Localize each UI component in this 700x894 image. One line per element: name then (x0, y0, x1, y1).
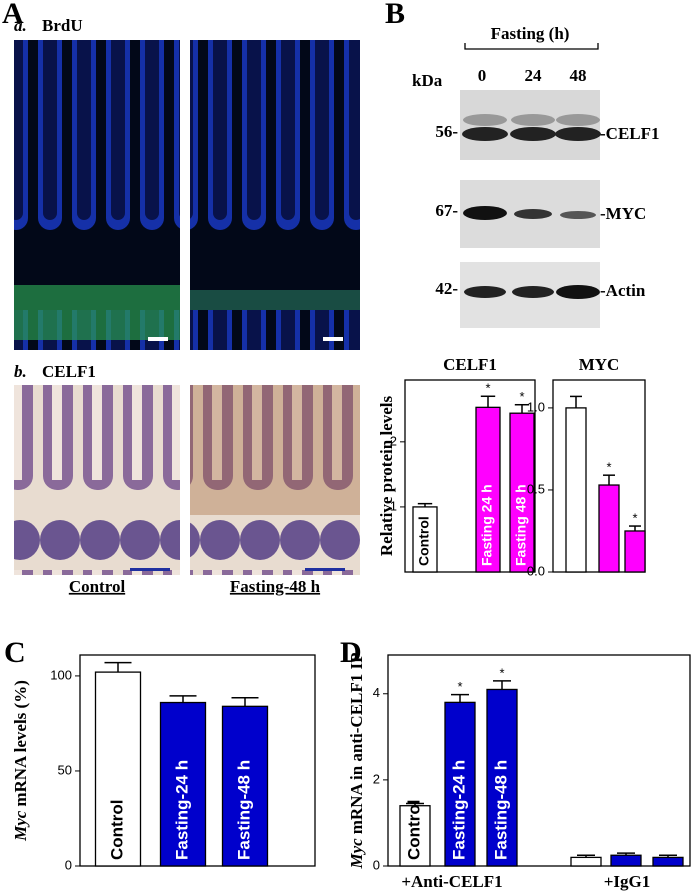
bar-label: Fasting-48 h (491, 760, 510, 860)
protein-label: -Actin (600, 281, 646, 300)
significance-marker: * (632, 510, 637, 525)
kda-label: kDa (412, 71, 443, 90)
significance-marker: * (457, 679, 462, 694)
significance-marker: * (606, 460, 611, 475)
significance-marker: * (519, 389, 524, 404)
scale-bar (148, 337, 168, 341)
y-axis-label-part: Myc (347, 838, 366, 870)
y-axis-label: Relative protein levels (377, 396, 396, 557)
panel-label: B (385, 0, 405, 30)
y-tick-label: 4 (373, 685, 380, 700)
y-axis-label: Myc mRNA in anti-CELF1 IP (347, 652, 366, 869)
kda-marker: 42- (435, 279, 458, 298)
subpanel-title: BrdU (42, 16, 83, 35)
y-tick-label: 1.0 (527, 399, 545, 414)
bar (486, 688, 518, 867)
subpanel-label: b. (14, 362, 27, 381)
bar-label: Fasting-24 h (449, 760, 468, 860)
plot-frame (387, 654, 691, 867)
micrograph (14, 385, 180, 575)
subpanel-title: CELF1 (42, 362, 96, 381)
blot (460, 90, 601, 160)
bar (412, 506, 438, 573)
y-tick-label: 2 (390, 433, 397, 448)
x-category-label: +IgG1 (604, 872, 651, 891)
bar (570, 856, 602, 867)
chart-title: MYC (579, 355, 620, 374)
micrograph-crypts (190, 290, 360, 310)
kda-marker: 67- (435, 201, 458, 220)
bar-label: Control (107, 800, 126, 860)
y-tick-label: 0.5 (527, 481, 545, 496)
significance-marker: * (499, 665, 504, 680)
bar-label: Control (416, 516, 432, 566)
bracket (464, 43, 599, 50)
lane-label: 24 (525, 66, 543, 85)
blot-title: Fasting (h) (491, 24, 570, 43)
protein-label: -MYC (600, 204, 646, 223)
micrograph-stain (190, 385, 360, 515)
y-axis-label-part: Myc (11, 810, 30, 842)
panel-label: A (2, 0, 24, 30)
bar (221, 705, 269, 867)
y-tick-label: 100 (50, 667, 72, 682)
scale-bar (305, 568, 345, 571)
caption: Fasting-48 h (230, 577, 321, 596)
bar (610, 854, 642, 867)
y-axis-label: Myc mRNA levels (%) (11, 680, 30, 842)
scale-bar (323, 337, 343, 341)
micrograph (190, 385, 360, 575)
bar (624, 530, 646, 573)
y-axis-label-part: mRNA levels (%) (11, 680, 30, 807)
bar (652, 856, 684, 867)
lane-label: 0 (478, 66, 487, 85)
kda-marker: 56- (435, 122, 458, 141)
lane-label: 48 (570, 66, 587, 85)
y-tick-label: 50 (58, 762, 72, 777)
plot-frame (404, 379, 536, 573)
chart-title: CELF1 (443, 355, 497, 374)
micrograph-crypts (14, 285, 180, 340)
bar (565, 407, 587, 573)
bar (399, 805, 431, 867)
y-tick-label: 2 (373, 771, 380, 786)
bar (94, 671, 142, 867)
scale-bar (130, 568, 170, 571)
y-tick-label: 0 (373, 857, 380, 872)
bar-label: Fasting-48 h (234, 760, 253, 860)
significance-marker: * (485, 381, 490, 396)
bar (444, 701, 476, 867)
bar-label: Fasting 48 h (513, 484, 529, 566)
bar-label: Fasting 24 h (479, 484, 495, 566)
protein-label: -CELF1 (600, 124, 660, 143)
bar-label: Fasting-24 h (172, 760, 191, 860)
bar (509, 412, 535, 573)
bar-label: Control (404, 800, 423, 860)
subpanel-label: a. (14, 16, 27, 35)
bar (159, 701, 207, 867)
x-category-label: +Anti-CELF1 (401, 872, 502, 891)
panel-label: D (340, 636, 362, 669)
y-axis-label-part: mRNA in anti-CELF1 IP (347, 652, 366, 834)
bar (598, 484, 620, 573)
blot (460, 262, 600, 328)
y-tick-label: 1 (390, 498, 397, 513)
y-tick-label: 0.0 (527, 563, 545, 578)
caption: Control (69, 577, 126, 596)
panel-label: C (4, 636, 26, 669)
blot (460, 180, 600, 248)
bar (475, 406, 501, 573)
y-tick-label: 0 (65, 857, 72, 872)
